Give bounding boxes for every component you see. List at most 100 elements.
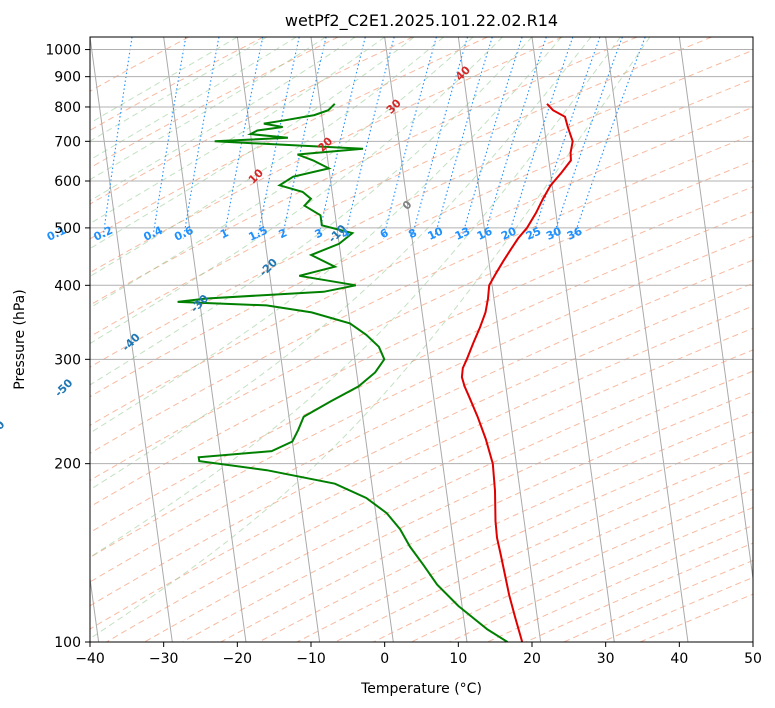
dry-adiabat-line [90,211,753,534]
isotherm-line [163,37,247,642]
mixing-ratio-label: 36 [565,224,585,242]
x-tick-label: 0 [380,651,389,667]
isotherm-line [457,37,542,642]
dry-adiabat-line [90,37,712,338]
mixing-ratio-line [223,37,264,239]
dry-adiabat-line [525,542,753,642]
mixing-ratio-label: 25 [524,225,543,243]
axes: −40 −30 −20 −10 0 10 20 30 40 50 100 200 300 400 500 60… [45,43,762,667]
y-tick-label: 700 [54,134,81,150]
dry-adiabat-line [90,235,753,559]
isotherm-line [310,37,394,642]
dry-adiabat-line [182,370,753,642]
mixing-ratio-line [531,37,601,239]
moist-adiabat-line [90,37,562,434]
isotherm-label: -30 [188,292,211,315]
dry-adiabat-line [106,327,753,642]
moist-adiabat-line [90,37,621,558]
dry-adiabat-line [90,106,753,426]
mixing-ratio-line [572,37,646,239]
isotherm-line [90,37,173,642]
mixing-ratio-line [317,37,366,239]
moist-adiabat-line [90,37,592,491]
dry-adiabat-line [90,186,753,508]
mixing-ratio-line [152,37,187,239]
dry-adiabat-line [90,78,753,398]
isotherm-line [384,37,468,642]
moist-adiabat-line [90,37,651,640]
x-tick-label: 10 [449,651,467,667]
x-tick-label: 50 [744,651,762,667]
mixing-ratio-line [182,37,220,239]
mixing-ratio-label: 20 [499,224,519,242]
mixing-ratio-line [461,37,523,239]
isotherm-line [678,37,753,583]
temperature-profile-line [460,103,574,642]
dry-adiabat-line [90,37,638,306]
dewpoint-profile-line [177,103,509,642]
profile-lines [177,103,574,642]
dry-adiabat-line [90,133,753,454]
moist-adiabat-line [90,37,444,277]
dry-adiabat-line [90,259,753,583]
y-tick-label: 600 [54,174,81,190]
y-tick-label: 800 [54,100,81,116]
moist-adiabat-line [90,37,474,309]
moist-adiabat-label: 40 [453,63,473,83]
y-tick-label: 200 [54,457,81,473]
dry-adiabat-line [373,469,753,642]
isotherm-line [90,574,100,642]
background-lines [90,37,753,642]
dry-adiabat-line [258,411,753,642]
mixing-ratio-line [552,37,623,239]
mixing-ratio-label: 13 [453,225,472,243]
x-tick-label: 20 [523,651,541,667]
moist-adiabat-label: 10 [246,166,266,186]
x-tick-label: −40 [75,651,105,667]
mixing-ratio-label: 30 [544,224,564,242]
y-axis-label: Pressure (hPa) [12,289,28,389]
dry-adiabat-line [296,431,753,642]
mixing-ratio-line [256,37,300,239]
y-tick-label: 400 [54,278,81,294]
moist-adiabat-line [90,37,533,386]
moist-adiabat-line [90,37,356,202]
mixing-ratio-label: 8 [406,226,418,241]
mixing-ratio-label: 2 [277,226,289,241]
isotherm-line [531,37,615,642]
moist-adiabat-line [90,37,385,225]
moist-adiabat-line [90,37,238,124]
mixing-ratio-line [281,37,327,239]
y-tick-label: 1000 [45,43,81,59]
isotherm-label: -60 [0,418,8,441]
dry-adiabat-line [487,524,753,642]
x-axis-label: Temperature (°C) [360,681,482,697]
moist-adiabat-line [90,37,268,142]
mixing-ratio-line [344,37,395,239]
moist-adiabat-line [90,37,503,345]
dry-adiabat-line [144,349,753,642]
pressure-gridlines [90,49,753,642]
mixing-ratio-label: 10 [426,224,446,242]
dry-adiabat-line [334,450,753,642]
moist-adiabat-line [90,37,297,161]
mixing-ratio-line [102,37,133,239]
mixing-ratio-line [411,37,469,239]
dry-adiabat-line [640,593,753,642]
dry-adiabat-line [90,282,753,607]
dry-adiabat-line [220,391,753,642]
x-tick-label: −10 [296,651,326,667]
dry-adiabat-line [563,559,753,642]
plot-frame [89,36,754,643]
x-tick-label: 30 [597,651,615,667]
mixing-ratio-label: 0.6 [172,224,195,244]
dry-adiabat-line [90,49,753,368]
isotherm-label: -50 [52,376,75,399]
chart-title: wetPf2_C2E1.2025.101.22.02.R14 [285,11,558,31]
dry-adiabat-line [90,160,753,481]
mixing-ratio-label: 3 [313,226,325,241]
y-tick-label: 500 [54,221,81,237]
dry-adiabat-line [90,37,563,274]
